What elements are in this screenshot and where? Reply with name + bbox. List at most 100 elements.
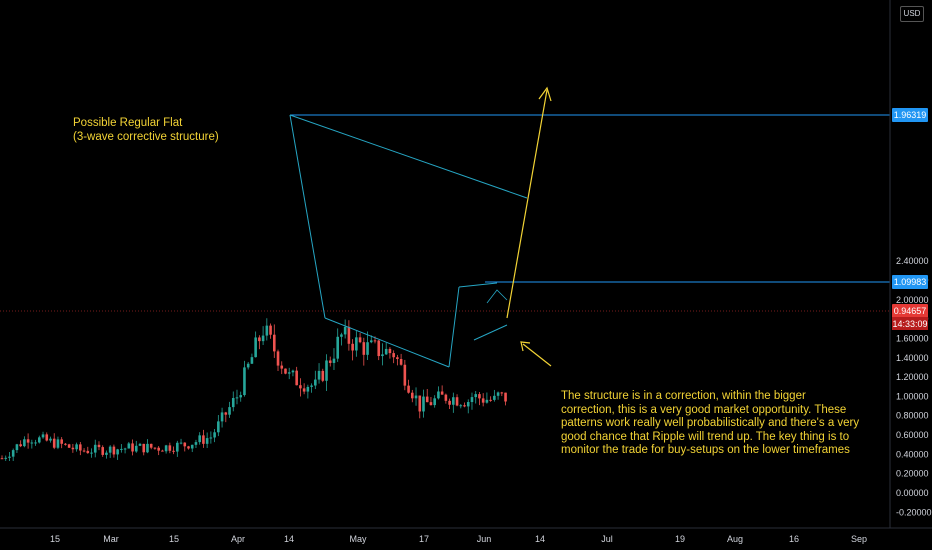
candle-body bbox=[366, 342, 369, 355]
candle-body bbox=[276, 351, 280, 366]
flat-annotation[interactable]: Possible Regular Flat (3-wave corrective… bbox=[73, 117, 219, 144]
candle-body bbox=[317, 370, 321, 380]
candle-body bbox=[381, 354, 384, 357]
y-tick-label: 1.00000 bbox=[896, 391, 929, 401]
candle-body bbox=[250, 357, 254, 364]
candle-body bbox=[49, 438, 52, 441]
x-tick-label: Sep bbox=[851, 534, 867, 544]
candle-body bbox=[23, 439, 26, 447]
candle-body bbox=[265, 325, 269, 336]
flat-channel-upper[interactable] bbox=[289, 114, 528, 199]
structure-note[interactable]: The structure is in a correction, within… bbox=[561, 390, 860, 456]
candle-body bbox=[123, 448, 127, 450]
candle-body bbox=[440, 391, 444, 395]
candle-body bbox=[161, 450, 164, 452]
x-tick-label: Jun bbox=[477, 534, 492, 544]
candle-body bbox=[340, 334, 343, 337]
candle-body bbox=[306, 386, 310, 392]
candle-body bbox=[261, 335, 265, 342]
wedge-lower[interactable] bbox=[473, 324, 508, 341]
time-axis[interactable]: 15 Mar 15 Apr 14 May 17 Jun 14 Jul 19 Aug 16 Sep bbox=[50, 534, 867, 544]
x-tick-label: Mar bbox=[103, 534, 119, 544]
y-tick-label: 0.80000 bbox=[896, 411, 929, 421]
candle-body bbox=[411, 392, 414, 399]
candle-body bbox=[272, 334, 276, 352]
candle-body bbox=[302, 388, 306, 392]
candle-body bbox=[90, 452, 93, 454]
y-tick-label: 1.20000 bbox=[896, 372, 929, 382]
x-tick-label: 16 bbox=[789, 534, 799, 544]
y-tick-label: 0.00000 bbox=[896, 488, 929, 498]
candle-body bbox=[176, 442, 179, 452]
candle-body bbox=[116, 449, 119, 455]
current-price-badge-bg bbox=[892, 304, 928, 318]
candle-body bbox=[481, 398, 485, 403]
candle-body bbox=[108, 446, 112, 453]
candle-body bbox=[358, 337, 362, 343]
level-badge-2: 1.09983 bbox=[894, 277, 927, 287]
pointer-arrow-line[interactable] bbox=[522, 343, 552, 367]
candle-body bbox=[466, 402, 470, 407]
flat-title: Possible Regular Flat bbox=[73, 117, 183, 129]
candle-body bbox=[414, 395, 418, 399]
candle-body bbox=[56, 439, 60, 448]
candle-body bbox=[459, 405, 463, 407]
current-price-badge: 0.94657 bbox=[894, 306, 927, 316]
y-tick-label: -0.20000 bbox=[896, 507, 932, 517]
candle-body bbox=[142, 443, 146, 453]
candle-body bbox=[351, 343, 354, 351]
candle-body bbox=[504, 392, 507, 402]
candle-body bbox=[478, 394, 481, 399]
candle-body bbox=[496, 392, 500, 396]
countdown-badge-bg bbox=[892, 317, 928, 330]
candle-body bbox=[332, 358, 336, 363]
candle-body bbox=[377, 340, 381, 357]
candle-body bbox=[82, 450, 86, 452]
candle-body bbox=[30, 442, 34, 444]
level-badge-1: 1.96319 bbox=[894, 110, 927, 120]
candle-body bbox=[26, 439, 30, 443]
candle-body bbox=[246, 363, 250, 368]
x-tick-label: 15 bbox=[50, 534, 60, 544]
y-tick-label: 0.40000 bbox=[896, 449, 929, 459]
candle-body bbox=[67, 444, 71, 448]
currency-unit-badge[interactable]: USD bbox=[900, 6, 924, 22]
flat-channel-left[interactable] bbox=[289, 114, 326, 319]
candle-body bbox=[325, 360, 328, 381]
x-tick-label: May bbox=[349, 534, 367, 544]
candle-body bbox=[373, 340, 377, 342]
candle-body bbox=[384, 348, 388, 355]
candle-body bbox=[299, 385, 302, 389]
wedge-inner[interactable] bbox=[486, 289, 508, 304]
candle-body bbox=[429, 402, 433, 406]
flat-channel-right[interactable] bbox=[448, 286, 460, 368]
candle-body bbox=[60, 439, 63, 444]
candle-body bbox=[64, 443, 67, 445]
candle-body bbox=[396, 357, 399, 360]
flat-channel-lower[interactable] bbox=[324, 317, 450, 368]
candle-body bbox=[153, 447, 157, 449]
candle-body bbox=[388, 348, 392, 354]
candle-body bbox=[347, 326, 351, 344]
candle-body bbox=[437, 391, 440, 399]
candle-body bbox=[86, 450, 90, 454]
candle-body bbox=[4, 457, 8, 459]
projection-arrow-line[interactable] bbox=[506, 89, 548, 319]
candle-body bbox=[217, 421, 220, 433]
candle-body bbox=[15, 444, 19, 451]
candle-body bbox=[34, 442, 37, 444]
candle-body bbox=[11, 450, 15, 457]
candle-body bbox=[239, 395, 243, 398]
candle-body bbox=[179, 442, 183, 444]
candle-body bbox=[190, 444, 194, 449]
candle-body bbox=[205, 438, 209, 444]
candle-body bbox=[93, 444, 97, 453]
candle-body bbox=[314, 379, 317, 386]
candle-body bbox=[228, 407, 231, 415]
y-tick-label: 1.40000 bbox=[896, 353, 929, 363]
candle-body bbox=[187, 446, 190, 449]
wedge-upper[interactable] bbox=[458, 282, 498, 288]
candlestick-series bbox=[0, 318, 507, 461]
candle-body bbox=[425, 396, 429, 403]
